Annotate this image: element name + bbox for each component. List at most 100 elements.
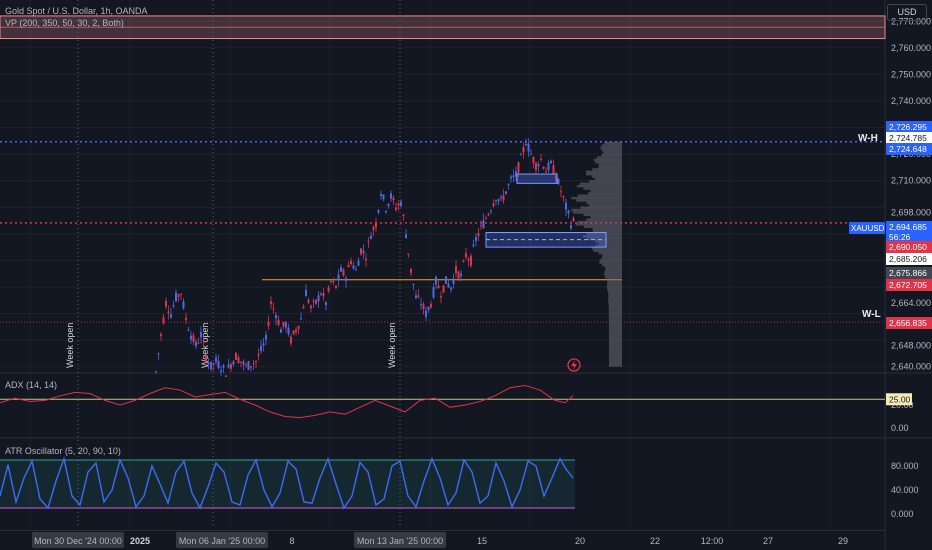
volume-profile-bar — [577, 194, 622, 197]
volume-profile-legend[interactable]: VP (200, 350, 50, 30, 2, Both) — [5, 18, 124, 28]
volume-profile-bar — [588, 204, 622, 207]
candle-body — [322, 293, 325, 297]
volume-profile-bar — [576, 199, 622, 202]
candle-body — [430, 304, 432, 308]
candle-body — [277, 319, 280, 326]
volume-profile-bar — [608, 309, 622, 312]
price-badge-label: 2,672.705 — [889, 280, 927, 290]
candle-body — [225, 375, 227, 377]
symbol-tag-badge — [849, 222, 885, 234]
price-badge-label: 2,724.648 — [889, 144, 927, 154]
volume-profile-bar — [586, 232, 622, 236]
candle-body — [567, 210, 570, 214]
volume-profile-bar — [608, 323, 622, 327]
volume-profile-bar — [592, 168, 622, 171]
volume-profile-bar — [592, 230, 622, 233]
candle-body — [395, 207, 397, 210]
supply-box — [516, 173, 558, 184]
price-badge-label: 2,726.295 — [889, 122, 927, 132]
volume-profile-bar — [608, 342, 622, 346]
price-badge — [886, 267, 932, 279]
candle-body — [285, 322, 287, 328]
candle-body — [205, 355, 207, 362]
volume-profile-bar — [591, 175, 622, 178]
candle-body — [512, 175, 515, 178]
volume-profile-bar — [607, 287, 622, 291]
atr-legend[interactable]: ATR Oscillator (5, 20, 90, 10) — [5, 446, 121, 456]
candle-body — [172, 305, 175, 307]
candle-body — [175, 292, 177, 302]
candle-body — [365, 258, 367, 261]
candle-body — [440, 296, 442, 298]
time-tick-box — [32, 532, 124, 548]
candle-body — [267, 322, 270, 327]
time-axis[interactable] — [0, 530, 885, 550]
candle-body — [502, 195, 505, 201]
candle-body — [452, 278, 455, 285]
candle-body — [227, 364, 230, 368]
volume-profile-bar — [601, 153, 622, 157]
candle-body — [437, 285, 440, 289]
candle-body — [202, 340, 205, 342]
time-tick-label: 2025 — [130, 536, 150, 546]
candle-body — [167, 311, 170, 314]
time-tick-box — [354, 532, 446, 548]
volume-profile-bar — [608, 330, 622, 334]
price-badge — [886, 231, 932, 243]
candle-body — [347, 265, 350, 268]
price-badge-label: 56:26 — [889, 232, 911, 242]
candle-body — [235, 352, 237, 360]
candle-body — [470, 255, 472, 266]
candle-body — [280, 329, 282, 333]
candle-body — [537, 164, 540, 167]
candle-body — [155, 371, 157, 373]
candle-body — [560, 191, 562, 193]
candle-body — [157, 353, 160, 355]
candle-body — [397, 203, 400, 206]
price-tick-label: 2,740.000 — [891, 96, 931, 106]
candle-body — [462, 260, 465, 262]
candle-body — [350, 260, 352, 265]
candle-body — [217, 360, 220, 369]
candle-body — [372, 227, 375, 230]
volume-profile-bar — [576, 184, 622, 188]
adx-legend[interactable]: ADX (14, 14) — [5, 380, 58, 390]
session-label: Week open — [65, 323, 75, 368]
candle-body — [287, 327, 290, 335]
time-tick-label: Mon 13 Jan '25 00:00 — [357, 536, 443, 546]
candle-body — [162, 317, 165, 324]
candle-body — [445, 276, 447, 284]
candle-body — [407, 253, 410, 255]
volume-profile-bar — [608, 299, 622, 303]
volume-profile-bar — [571, 208, 622, 212]
volume-profile-bar — [572, 211, 622, 214]
volume-profile-bar — [608, 337, 622, 341]
session-label: Week open — [387, 323, 397, 368]
candle-body — [177, 294, 180, 297]
candle-body — [555, 176, 557, 180]
volume-profile-bar — [601, 256, 622, 260]
volume-profile-bar — [599, 259, 622, 262]
candle-body — [200, 331, 202, 338]
adx-level-badge-label: 25.00 — [889, 394, 911, 404]
volume-profile-bar — [587, 237, 622, 240]
candle-body — [270, 301, 272, 305]
time-tick-label: 8 — [289, 536, 294, 546]
candle-body — [562, 196, 565, 198]
candle-body — [305, 289, 307, 297]
candle-body — [402, 214, 405, 216]
candle-body — [325, 302, 327, 306]
volume-profile-bar — [608, 302, 622, 305]
volume-profile-bar — [608, 292, 622, 295]
candle-body — [492, 203, 495, 207]
volume-profile-bar — [602, 263, 622, 267]
currency-button[interactable]: USD — [887, 4, 927, 21]
candle-body — [495, 200, 497, 202]
symbol-legend[interactable]: Gold Spot / U.S. Dollar, 1h, OANDA — [5, 6, 148, 16]
candle-body — [257, 354, 260, 357]
candle-body — [467, 258, 470, 261]
candle-body — [335, 285, 337, 289]
volume-profile-bar — [601, 149, 622, 152]
candle-body — [375, 222, 377, 227]
